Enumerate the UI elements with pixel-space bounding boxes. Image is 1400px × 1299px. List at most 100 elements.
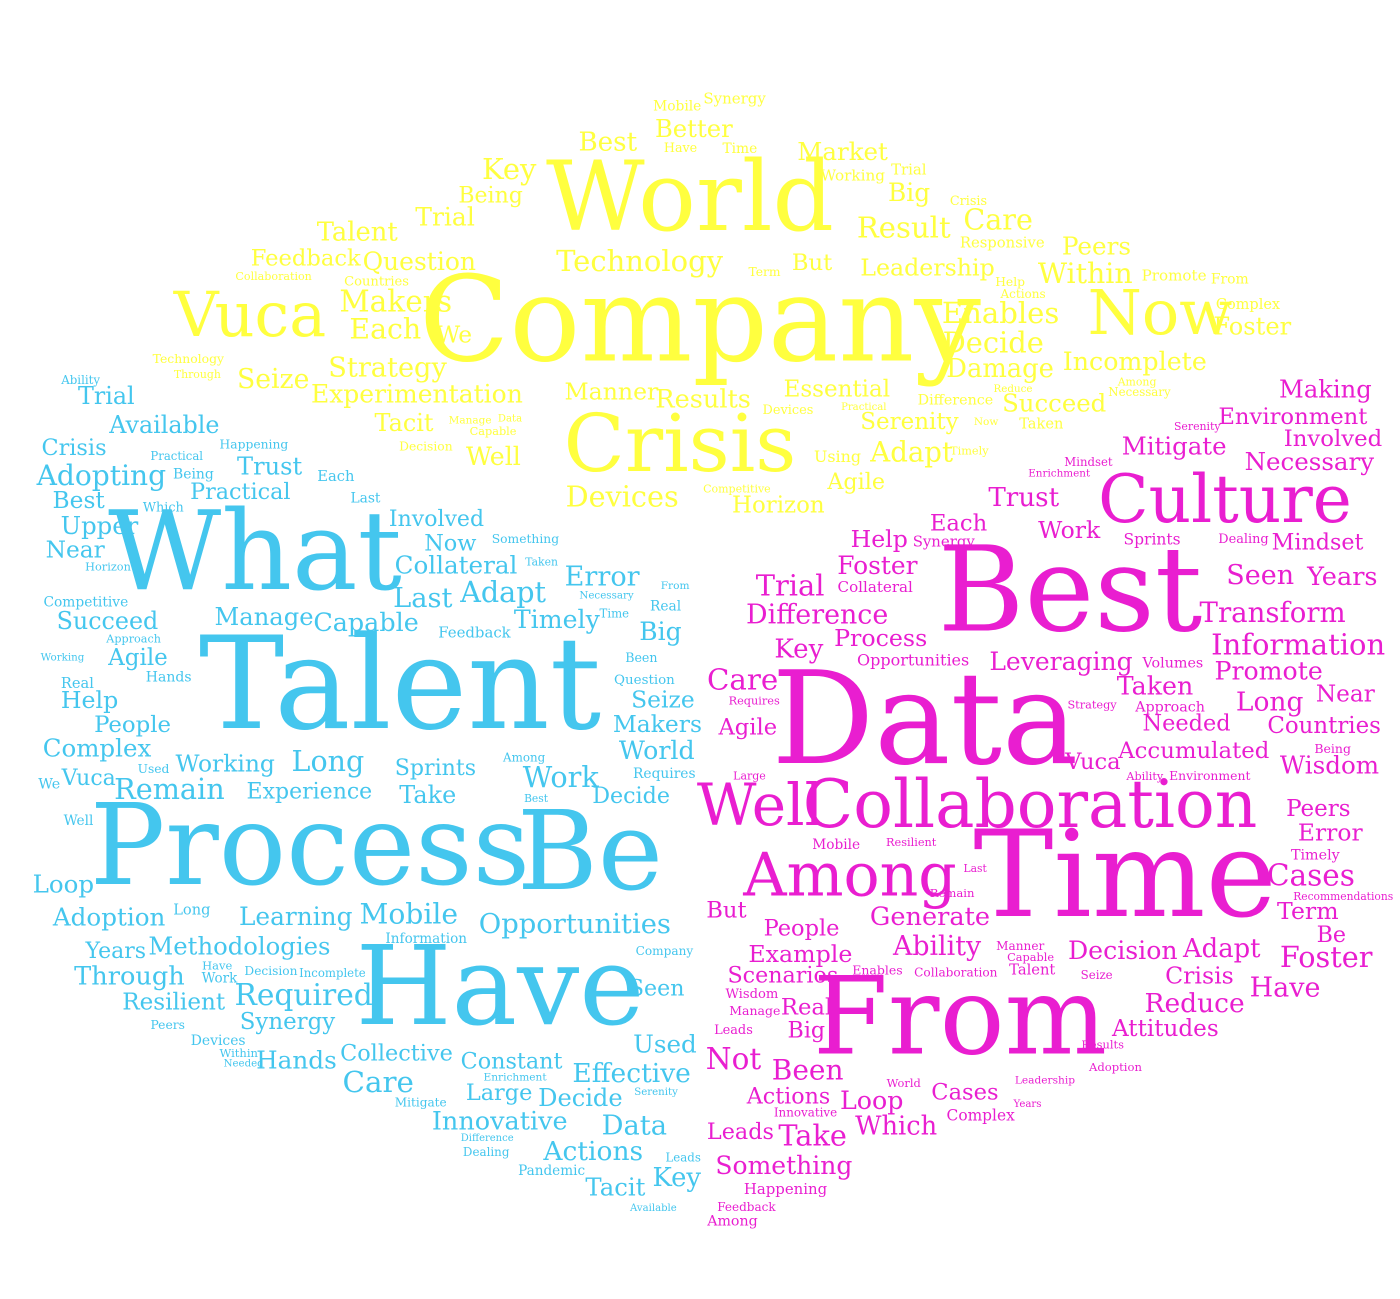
right-word-medium: Decision	[1068, 936, 1178, 965]
right-word-medium: Help	[851, 525, 908, 553]
left-word-small: Happening	[220, 437, 289, 451]
right-word-large: Among	[742, 841, 956, 911]
top-word-small: Term	[749, 265, 781, 279]
right-face-words: BestDataTimeFromCultureCollaborationAmon…	[697, 375, 1393, 1229]
right-word-medium: Error	[1298, 818, 1364, 846]
top-word-medium: Seize	[237, 364, 309, 395]
right-word-medium: Ability	[892, 931, 982, 962]
top-word-medium: Agile	[826, 469, 885, 495]
top-word-medium: Serenity	[860, 409, 958, 435]
left-word-medium: Available	[108, 411, 219, 439]
left-word-small: Approach	[105, 632, 161, 645]
right-word-small: Collateral	[838, 578, 914, 596]
left-word-small: Decision	[244, 964, 297, 978]
left-word-small: Been	[625, 650, 657, 665]
right-word-medium: Near	[1316, 681, 1376, 708]
left-word-medium: Remain	[114, 772, 225, 806]
top-word-small: Time	[722, 141, 757, 157]
left-word-medium: Sprints	[395, 755, 476, 781]
top-word-medium: Technology	[556, 244, 724, 278]
left-word-medium: Makers	[613, 710, 702, 738]
top-word-small: Using	[814, 447, 861, 466]
left-face-words: WhatTalentProcessBeHaveDecideAvailableWo…	[33, 373, 702, 1214]
left-word-medium: Methodologies	[148, 931, 330, 960]
top-word-small: From	[1211, 272, 1249, 288]
right-word-small: World	[887, 1076, 921, 1090]
left-word-small: Taken	[525, 555, 558, 568]
right-word-small: Happening	[744, 1180, 828, 1198]
right-word-small: Seize	[1081, 968, 1113, 982]
top-word-small: Responsive	[960, 235, 1045, 252]
right-word-medium: Mitigate	[1122, 432, 1227, 461]
left-word-small: Well	[64, 813, 94, 829]
right-word-medium: Loop	[840, 1086, 903, 1115]
top-word-medium: Manner	[564, 378, 659, 406]
right-word-small: Manage	[729, 1003, 780, 1018]
top-word-small: Through	[174, 368, 221, 381]
left-word-small: Ability	[60, 373, 100, 387]
right-word-small: Adoption	[1088, 1060, 1143, 1074]
left-word-medium: Collateral	[395, 550, 518, 579]
top-word-medium: Question	[363, 247, 476, 276]
left-word-small: Necessary	[579, 590, 634, 602]
right-word-small: Approach	[1134, 700, 1205, 716]
right-word-small: Last	[964, 862, 988, 875]
right-word-medium: Transform	[1200, 596, 1346, 629]
left-word-small: Requires	[633, 766, 696, 782]
right-word-medium: People	[764, 916, 840, 942]
left-word-medium: Required	[234, 978, 372, 1013]
left-word-medium: Hands	[256, 1046, 337, 1075]
right-word-medium: Difference	[746, 599, 888, 630]
left-word-small: Devices	[191, 1033, 246, 1049]
right-word-small: Synergy	[913, 533, 976, 551]
right-word-medium: Foster	[1280, 940, 1373, 974]
top-word-large: Crisis	[564, 397, 797, 490]
right-word-medium: Which	[855, 1112, 937, 1142]
top-word-small: Technology	[153, 351, 224, 366]
right-word-small: Years	[1012, 1099, 1041, 1110]
left-word-small: Have	[202, 959, 232, 973]
right-word-small: Enables	[852, 962, 902, 977]
top-word-large: Now	[1088, 276, 1233, 349]
left-word-medium: Seize	[631, 685, 695, 713]
left-word-medium: Used	[633, 1029, 697, 1058]
top-word-small: Timely	[950, 444, 989, 457]
top-word-medium: Decide	[943, 326, 1044, 360]
left-word-medium: Collective	[340, 1041, 453, 1067]
left-word-medium: Vuca	[61, 766, 116, 791]
left-word-medium: Resilient	[122, 989, 226, 1015]
left-word-medium: Adoption	[52, 902, 166, 931]
left-word-small: Used	[138, 762, 170, 776]
left-word-medium: Synergy	[240, 1009, 335, 1035]
right-word-small: Capable	[1007, 951, 1054, 964]
right-word-medium: Wisdom	[1280, 751, 1379, 780]
left-word-small: Within	[220, 1046, 259, 1060]
left-word-small: Competitive	[43, 594, 128, 610]
right-word-medium: Care	[707, 662, 778, 696]
left-word-large: Have	[356, 922, 645, 1050]
right-word-medium: Promote	[1215, 656, 1323, 685]
top-word-medium: Incomplete	[1063, 347, 1207, 376]
right-word-large: Well	[697, 771, 823, 839]
top-word-medium: Foster	[1213, 313, 1291, 341]
right-word-medium: Accumulated	[1117, 738, 1269, 764]
right-word-medium: Reduce	[1145, 988, 1245, 1019]
right-word-medium: Real	[781, 994, 832, 1020]
right-word-medium: Seen	[1226, 560, 1294, 591]
left-word-medium: Error	[565, 561, 640, 592]
left-word-small: Peers	[150, 1018, 184, 1032]
left-word-medium: Work	[523, 760, 600, 794]
right-word-small: Remain	[930, 886, 975, 900]
top-word-medium: Big	[888, 178, 930, 207]
left-word-small: Hands	[146, 669, 192, 685]
right-word-medium: Actions	[746, 1083, 831, 1109]
top-word-medium: Key	[482, 152, 537, 186]
right-word-small: Mindset	[1064, 455, 1113, 469]
right-word-medium: Term	[1277, 897, 1339, 925]
right-word-small: Serenity	[1174, 420, 1221, 433]
top-word-small: Data	[498, 414, 522, 425]
right-word-medium: Trial	[756, 568, 825, 602]
right-word-small: Requires	[729, 694, 780, 707]
left-word-small: From	[661, 580, 690, 592]
